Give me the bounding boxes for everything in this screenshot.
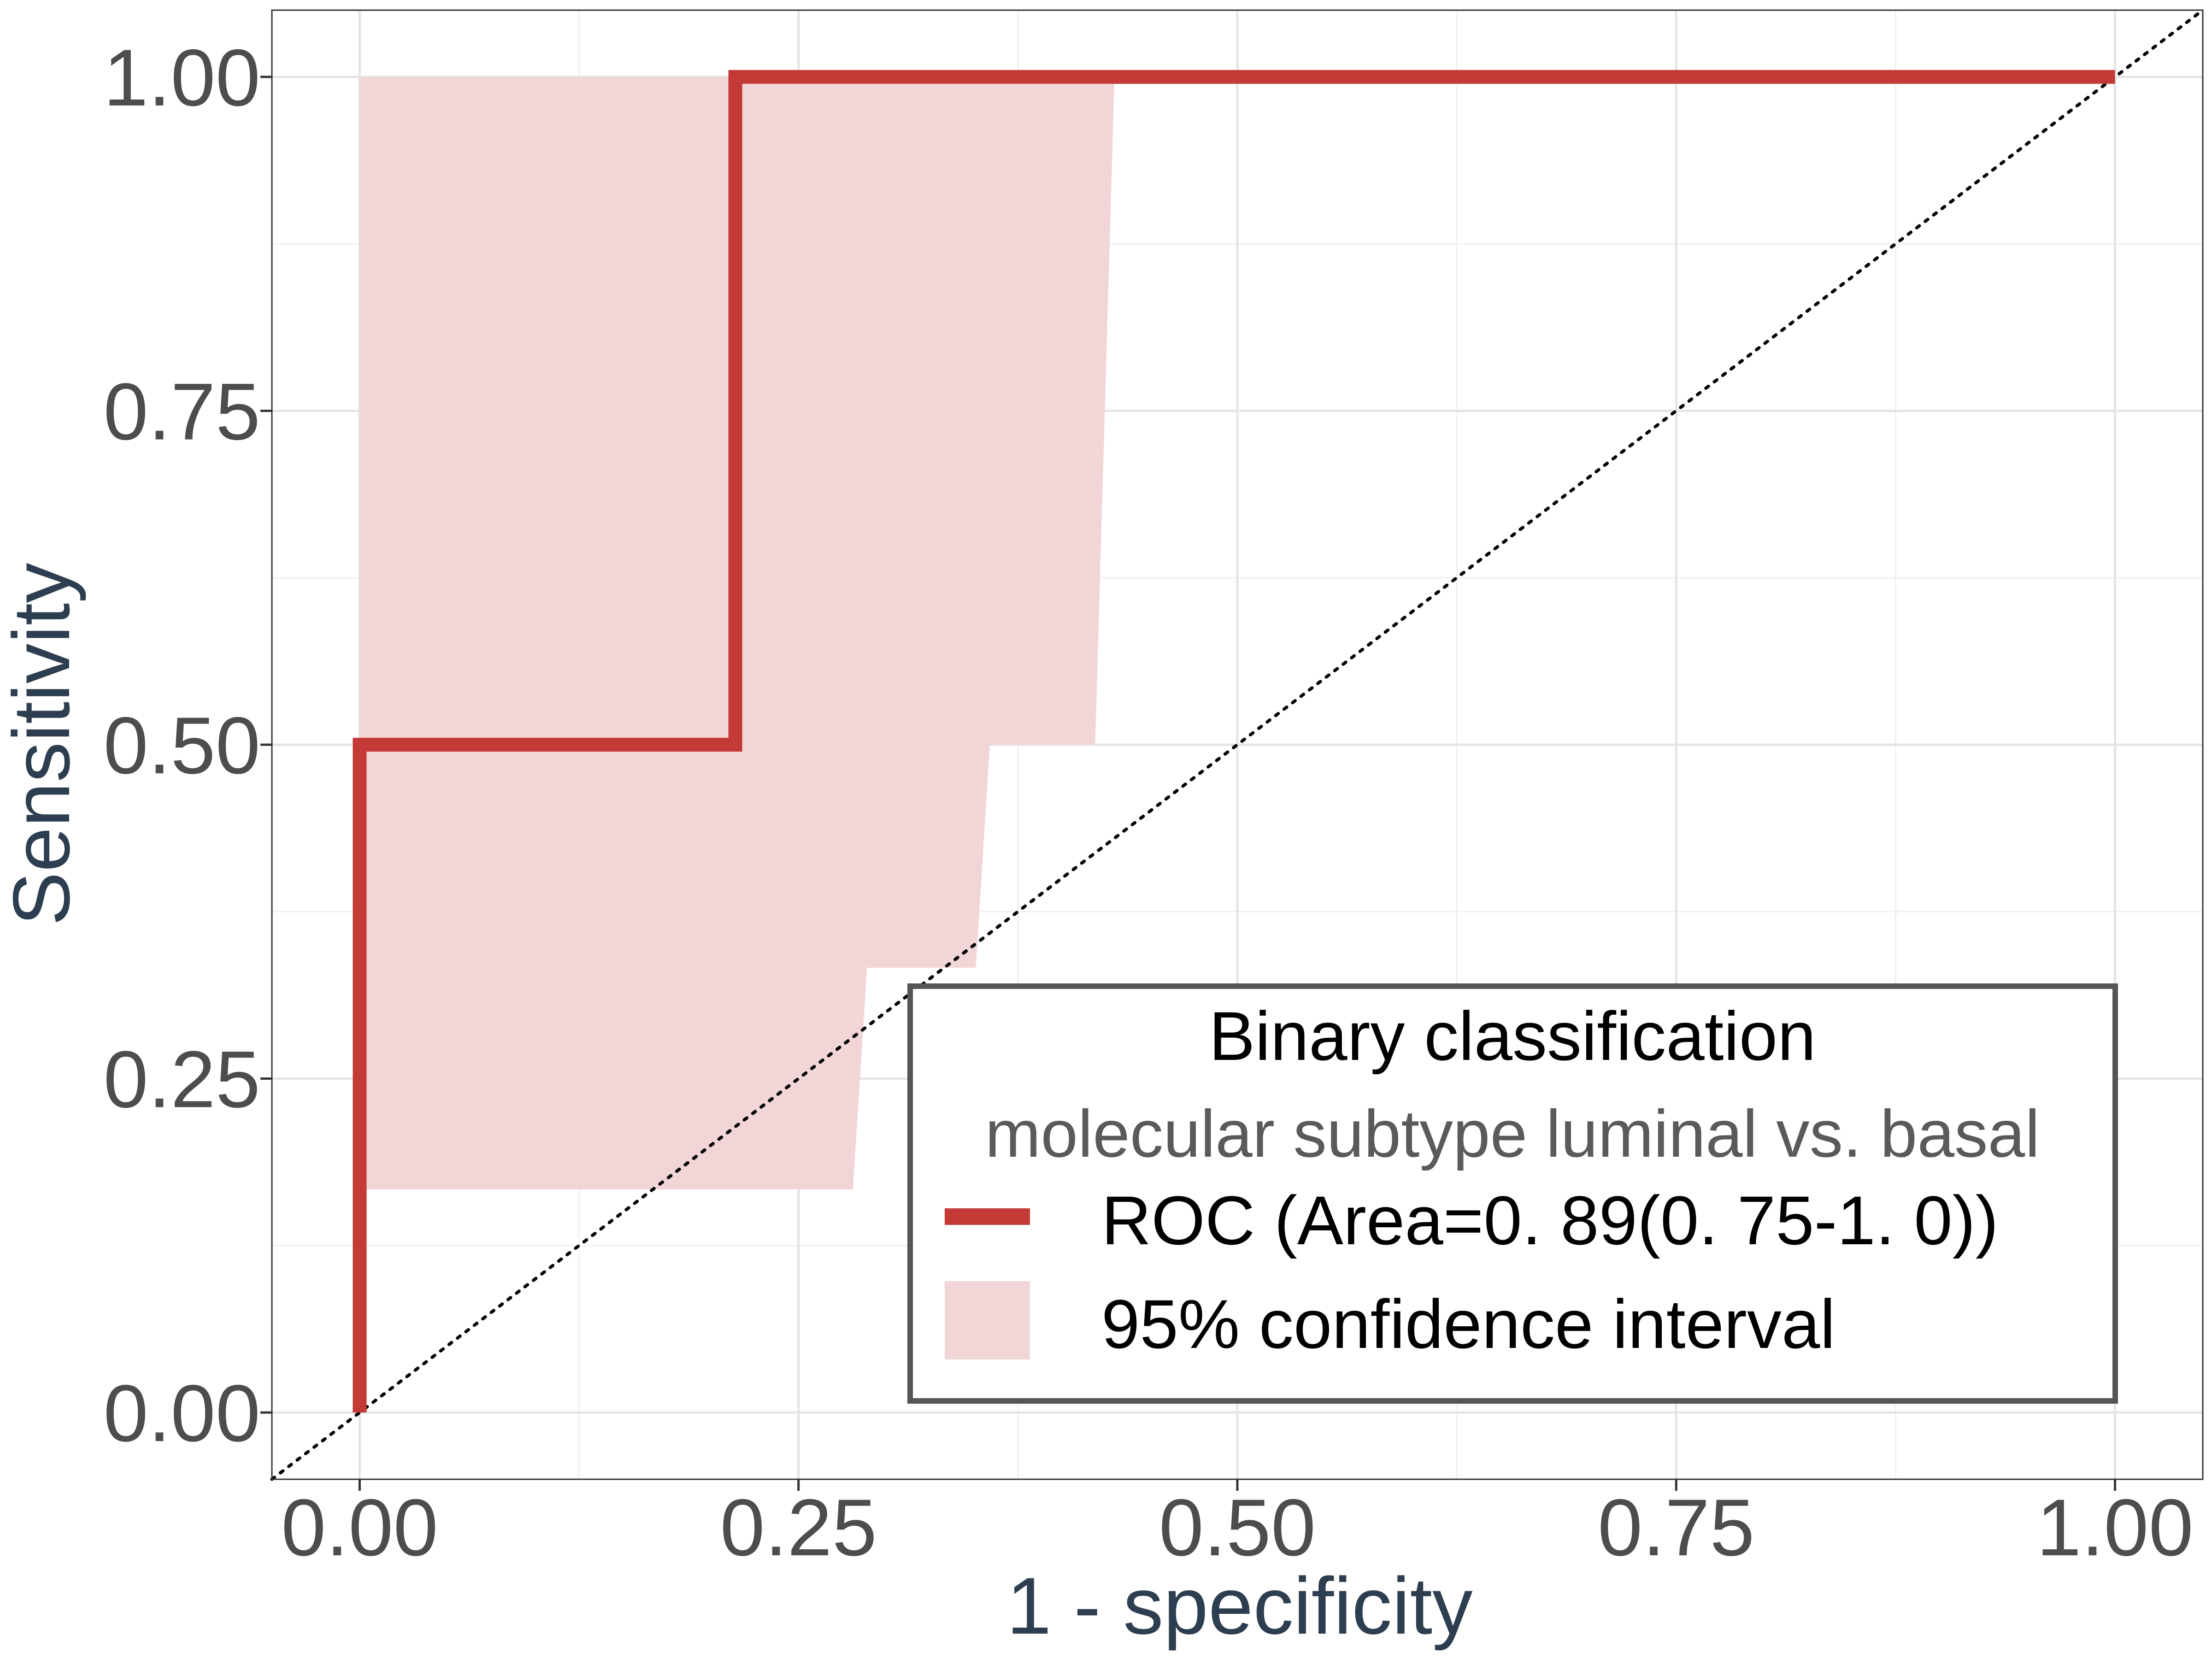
y-axis-ticks: 0.00 0.25 0.50 0.75 1.00 — [103, 33, 272, 1459]
y-tick-label: 0.25 — [103, 1035, 260, 1125]
y-tick-label: 0.75 — [103, 367, 260, 457]
x-tick-label: 0.25 — [720, 1483, 877, 1573]
legend-box — [907, 983, 2118, 1404]
roc-curve-line — [353, 70, 2115, 1413]
y-axis-label: Sensitivity — [0, 563, 87, 926]
y-tick-label: 1.00 — [103, 33, 260, 123]
x-tick-label: 0.00 — [281, 1483, 438, 1573]
legend-title: Binary classification — [1209, 997, 1816, 1075]
x-tick-label: 1.00 — [2036, 1483, 2194, 1573]
roc-series — [353, 70, 2115, 1413]
y-tick-label: 0.50 — [103, 701, 260, 791]
legend-ci-label: 95% confidence interval — [1101, 1285, 1835, 1363]
x-tick-label: 0.75 — [1598, 1483, 1755, 1573]
reference-diagonal — [270, 8, 2205, 1481]
x-tick-label: 0.50 — [1159, 1483, 1316, 1573]
x-axis-ticks: 0.00 0.25 0.50 0.75 1.00 — [281, 1479, 2194, 1573]
y-tick-label: 0.00 — [103, 1369, 260, 1459]
legend-subtitle: molecular subtype luminal vs. basal — [985, 1096, 2040, 1171]
legend-roc-label: ROC (Area=0. 89(0. 75-1. 0)) — [1101, 1182, 1999, 1259]
legend-ci-key — [945, 1281, 1030, 1359]
legend: Binary classification molecular subtype … — [907, 983, 2118, 1404]
x-axis-label: 1 - specificity — [1006, 1561, 1473, 1651]
reference-diagonal-line — [270, 8, 2205, 1481]
